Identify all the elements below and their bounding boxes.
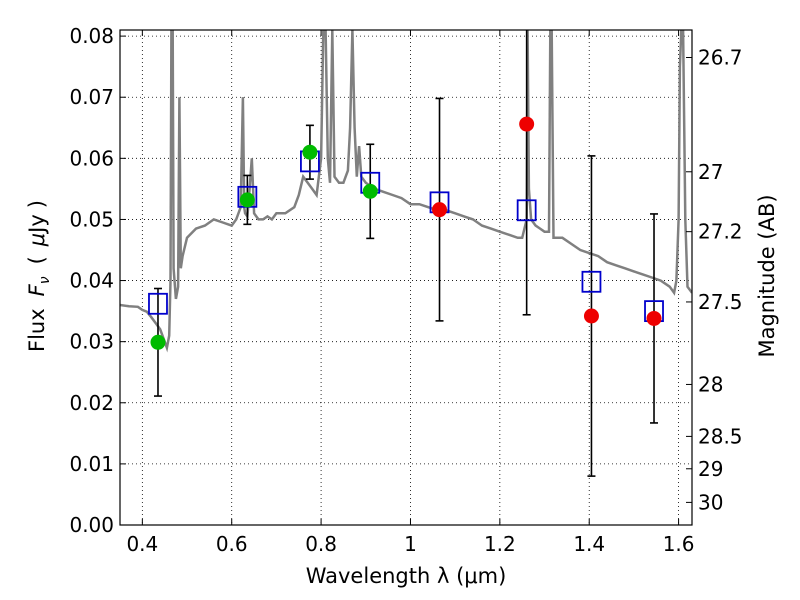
secondary-y-axis-ticks: 26.7 27 27.2 27.5 28 28.5 29 30	[686, 46, 743, 514]
observed-flux-point	[583, 308, 599, 324]
y2-tick-label: 28	[698, 372, 723, 396]
y2-tick-label: 30	[698, 490, 723, 514]
x-tick-label: 1	[404, 532, 417, 556]
y-tick-label: 0.04	[69, 269, 114, 293]
y-axis-title: FluxFν(μJy)	[25, 200, 53, 352]
y-tick-label: 0.07	[69, 85, 114, 109]
secondary-y-axis-title: Magnitude (AB)	[755, 194, 779, 357]
x-tick-label: 1.6	[663, 532, 695, 556]
y-tick-label: 0.06	[69, 146, 114, 170]
x-tick-label: 0.8	[305, 532, 337, 556]
x-tick-label: 0.6	[216, 532, 248, 556]
y-tick-label: 0.01	[69, 452, 114, 476]
y-axis-ticks: 0.00 0.01 0.02 0.03 0.04 0.05 0.06 0.07 0.08	[69, 24, 126, 537]
spectrum-line	[120, 30, 692, 353]
observed-flux-markers	[150, 116, 662, 350]
x-tick-label: 0.4	[126, 532, 158, 556]
observed-flux-point	[646, 310, 662, 326]
x-axis-title: Wavelength λ (μm)	[306, 564, 507, 588]
x-tick-label: 1.4	[573, 532, 605, 556]
y2-tick-label: 27	[698, 160, 723, 184]
y2-tick-label: 27.2	[698, 220, 743, 244]
y2-tick-label: 26.7	[698, 46, 743, 70]
observed-flux-point	[302, 144, 318, 160]
observed-flux-point	[432, 202, 448, 218]
y-tick-label: 0.03	[69, 330, 114, 354]
observed-flux-point	[362, 183, 378, 199]
grid	[120, 30, 692, 526]
y2-tick-label: 28.5	[698, 424, 743, 448]
model-photometry-square	[581, 270, 602, 293]
model-photometry-square	[148, 292, 168, 315]
y2-tick-label: 27.5	[698, 290, 743, 314]
plot-frame	[119, 29, 693, 526]
observed-flux-point	[150, 334, 166, 350]
y2-tick-label: 29	[698, 457, 723, 481]
y-tick-label: 0.00	[69, 513, 114, 537]
model-photometry-square	[516, 199, 537, 222]
observed-flux-point	[239, 192, 255, 208]
y-tick-label: 0.05	[69, 207, 114, 231]
y-tick-label: 0.08	[69, 24, 114, 48]
x-axis-ticks: 0.4 0.6 0.8 1 1.2 1.4 1.6	[126, 30, 695, 556]
x-tick-label: 1.2	[484, 532, 516, 556]
y-tick-label: 0.02	[69, 391, 114, 415]
model-photometry-markers	[148, 150, 664, 323]
model-spectrum	[120, 30, 692, 353]
error-bars	[153, 30, 659, 477]
observed-flux-point	[519, 116, 535, 132]
